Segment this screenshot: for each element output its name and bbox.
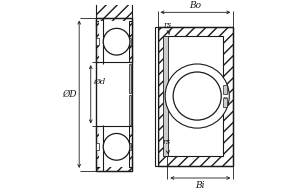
Bar — [99, 126, 129, 167]
Bar — [223, 98, 226, 107]
Text: Bo: Bo — [189, 1, 201, 10]
Bar — [96, 18, 132, 171]
Text: rs: rs — [162, 138, 170, 154]
Bar — [96, 126, 99, 167]
Bar — [96, 21, 99, 62]
Bar — [167, 36, 224, 156]
Bar — [128, 95, 132, 125]
Circle shape — [165, 64, 229, 128]
Bar — [156, 27, 158, 165]
Bar — [167, 36, 224, 156]
Bar — [96, 18, 132, 27]
Bar — [129, 38, 132, 45]
Bar — [128, 64, 132, 93]
Bar — [96, 38, 99, 45]
Circle shape — [173, 72, 221, 120]
Text: rs: rs — [164, 21, 172, 34]
Bar — [129, 143, 132, 150]
Bar — [129, 126, 132, 167]
Bar — [158, 27, 233, 165]
Bar — [96, 143, 99, 150]
Bar — [96, 0, 132, 61]
Bar — [96, 55, 132, 63]
Bar — [129, 21, 132, 62]
Text: Bi: Bi — [196, 181, 205, 190]
Text: ØD: ØD — [62, 90, 77, 99]
Bar — [163, 36, 168, 156]
Bar — [96, 126, 132, 132]
Bar — [99, 21, 129, 62]
Bar — [96, 162, 132, 171]
Bar — [158, 27, 233, 165]
Circle shape — [103, 28, 130, 55]
Circle shape — [103, 133, 130, 160]
Text: Ød: Ød — [93, 78, 105, 86]
Bar — [96, 62, 132, 126]
Bar — [223, 85, 226, 94]
